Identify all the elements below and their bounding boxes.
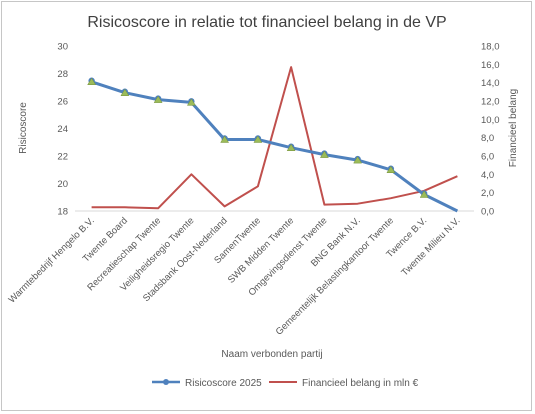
y2-axis-title: Financieel belang — [508, 89, 519, 167]
series-line-risicoscore — [91, 80, 459, 213]
y-tick-label: 18 — [57, 207, 68, 218]
series-line-financieel-belang — [91, 66, 458, 210]
data-point-marker-risicoscore — [186, 98, 196, 106]
data-point-marker-risicoscore — [353, 156, 363, 164]
left-axis-ticks: 18 20 22 24 26 28 30 — [57, 42, 68, 218]
y2-tick-label: 16,0 — [481, 60, 500, 71]
legend-item-risicoscore: Risicoscore 2025 — [152, 378, 262, 389]
y-tick-label: 26 — [57, 97, 68, 108]
y-tick-label: 30 — [57, 42, 68, 53]
y-axis-title: Risicoscore — [18, 102, 29, 154]
x-tick-label: Gemeentelijk Belastingkantoor Twente — [274, 215, 396, 337]
data-point-marker-risicoscore — [253, 135, 263, 143]
y2-tick-label: 12,0 — [481, 97, 500, 108]
legend-label-risicoscore: Risicoscore 2025 — [185, 378, 262, 389]
y-tick-label: 24 — [57, 124, 68, 135]
y2-tick-label: 4,0 — [481, 170, 494, 181]
data-point-marker-risicoscore — [386, 165, 396, 173]
chart-title: Risicoscore in relatie tot financieel be… — [87, 14, 446, 31]
legend-label-financieel-belang: Financieel belang in mln € — [302, 378, 419, 389]
y2-tick-label: 6,0 — [481, 152, 494, 163]
y-tick-label: 22 — [57, 152, 68, 163]
data-point-marker-risicoscore — [319, 150, 329, 158]
right-axis-ticks: 0,0 2,0 4,0 6,0 8,0 10,0 12,0 14,0 16,0 18,0 — [481, 42, 500, 218]
data-point-marker-risicoscore — [286, 143, 296, 151]
y2-tick-label: 10,0 — [481, 115, 500, 126]
series-layer — [87, 66, 459, 213]
data-point-marker-risicoscore — [419, 190, 429, 198]
data-point-marker-risicoscore — [120, 88, 130, 96]
category-axis-ticks: Warmtebedrijf Hengelo B.V.Twente BoardRe… — [7, 215, 463, 337]
legend-marker-risicoscore — [163, 379, 169, 385]
legend: Risicoscore 2025 Financieel belang in ml… — [152, 378, 419, 389]
y2-tick-label: 8,0 — [481, 133, 494, 144]
x-tick-label: Twente Milieu N.V. — [399, 215, 462, 278]
x-axis-title: Naam verbonden partij — [221, 349, 322, 360]
data-point-marker-risicoscore — [153, 95, 163, 103]
y2-tick-label: 2,0 — [481, 188, 494, 199]
legend-item-financieel-belang: Financieel belang in mln € — [269, 378, 419, 389]
y2-tick-label: 18,0 — [481, 42, 500, 53]
y2-tick-label: 14,0 — [481, 78, 500, 89]
data-point-marker-risicoscore — [220, 135, 230, 143]
y-tick-label: 20 — [57, 179, 68, 190]
data-point-marker-risicoscore — [87, 77, 97, 85]
y-tick-label: 28 — [57, 69, 68, 80]
y2-tick-label: 0,0 — [481, 207, 494, 218]
